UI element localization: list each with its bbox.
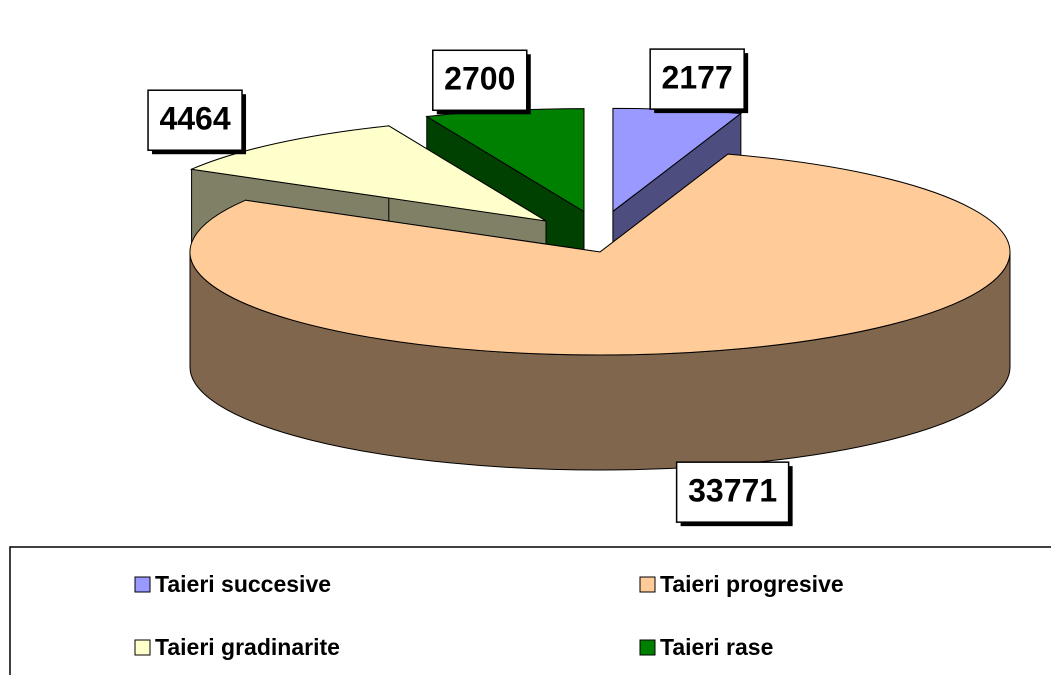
label-box <box>649 48 745 110</box>
legend-swatch <box>639 639 656 656</box>
legend-label: Taieri gradinarite <box>155 634 340 660</box>
legend-label: Taieri progresive <box>660 571 844 597</box>
legend-label: Taieri rase <box>660 634 773 660</box>
label-box <box>432 49 528 112</box>
data-label: 4464 <box>159 101 230 137</box>
legend-frame <box>9 546 1051 675</box>
legend-swatch <box>639 576 656 593</box>
data-label: 2177 <box>662 60 733 96</box>
legend: Taieri succesive Taieri progresive Taieri … <box>134 571 844 660</box>
data-labels: 2177 33771 4464 2700 <box>147 48 793 527</box>
slice <box>189 153 1011 471</box>
pie <box>189 107 1011 471</box>
legend-swatch <box>134 576 151 593</box>
legend-label: Taieri succesive <box>155 571 331 597</box>
data-label: 33771 <box>688 473 777 509</box>
label-box <box>675 461 790 523</box>
slice-top <box>189 153 1011 356</box>
data-label: 2700 <box>444 61 515 97</box>
slice-top <box>189 125 547 222</box>
legend-swatch <box>134 639 151 656</box>
label-box <box>147 89 243 151</box>
